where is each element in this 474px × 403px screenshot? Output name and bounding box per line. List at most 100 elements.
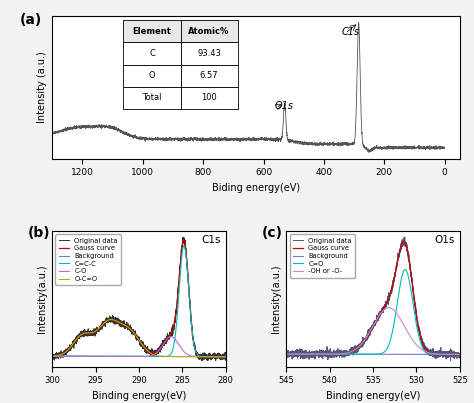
Gauss curve bbox=[49, 353, 55, 358]
C=C-C bbox=[223, 354, 228, 359]
Text: 93.43: 93.43 bbox=[197, 49, 221, 58]
Gauss curve bbox=[223, 354, 228, 359]
Bar bbox=[181, 21, 237, 42]
Original data bbox=[134, 338, 139, 343]
C-O bbox=[218, 354, 224, 359]
C=C-C bbox=[218, 354, 223, 359]
Text: (a): (a) bbox=[19, 13, 42, 27]
Original data bbox=[452, 352, 458, 357]
C=C-C bbox=[49, 354, 55, 359]
C-O bbox=[129, 354, 135, 359]
Original data bbox=[129, 332, 135, 337]
Gauss curve bbox=[218, 354, 223, 359]
Y-axis label: Intensity(a.u.): Intensity(a.u.) bbox=[36, 264, 46, 333]
Gauss curve bbox=[129, 328, 135, 333]
-OH or -O- bbox=[292, 352, 298, 357]
Bar bbox=[123, 42, 181, 64]
O-C=O bbox=[108, 317, 114, 322]
Line: C=C-C: C=C-C bbox=[52, 245, 226, 357]
O-C=O bbox=[49, 353, 55, 358]
Line: Background: Background bbox=[52, 356, 226, 357]
Text: O: O bbox=[149, 71, 155, 80]
Legend: Original data, Gauss curve, Background, C=O, -OH or -O-: Original data, Gauss curve, Background, … bbox=[290, 234, 355, 278]
Original data bbox=[223, 356, 228, 361]
Y-axis label: Intensity(a.u.): Intensity(a.u.) bbox=[271, 264, 281, 333]
Text: C1s: C1s bbox=[342, 27, 360, 37]
Gauss curve bbox=[368, 328, 374, 333]
Original data bbox=[363, 338, 369, 343]
Background bbox=[420, 352, 426, 357]
X-axis label: Binding energy(eV): Binding energy(eV) bbox=[91, 391, 186, 401]
X-axis label: Biding energy(eV): Biding energy(eV) bbox=[212, 183, 300, 193]
Original data bbox=[218, 355, 224, 359]
Original data bbox=[420, 341, 426, 346]
Original data bbox=[218, 357, 224, 362]
Background bbox=[452, 352, 457, 357]
C-O bbox=[186, 353, 191, 357]
Bar bbox=[181, 87, 237, 109]
Bar bbox=[123, 21, 181, 42]
Original data bbox=[448, 358, 454, 363]
Background bbox=[368, 352, 374, 357]
Gauss curve bbox=[401, 239, 407, 244]
Original data bbox=[213, 358, 219, 363]
Gauss curve bbox=[457, 352, 463, 357]
Text: 100: 100 bbox=[201, 93, 217, 102]
C=O bbox=[292, 352, 298, 357]
Gauss curve bbox=[363, 335, 369, 340]
Background bbox=[283, 352, 289, 357]
Background bbox=[186, 354, 191, 359]
Line: Gauss curve: Gauss curve bbox=[286, 242, 460, 355]
C=O bbox=[457, 352, 463, 357]
Original data bbox=[58, 352, 64, 357]
Original data bbox=[186, 285, 191, 290]
Gauss curve bbox=[452, 352, 458, 357]
C=O bbox=[452, 352, 458, 357]
Line: C=O: C=O bbox=[286, 270, 460, 355]
Original data bbox=[457, 354, 463, 359]
O-C=O bbox=[58, 352, 64, 357]
C-O bbox=[58, 354, 64, 359]
-OH or -O- bbox=[452, 352, 457, 357]
Line: Original data: Original data bbox=[286, 237, 460, 361]
Line: Gauss curve: Gauss curve bbox=[52, 240, 226, 357]
Gauss curve bbox=[218, 354, 224, 359]
Background bbox=[58, 354, 64, 359]
-OH or -O- bbox=[452, 352, 458, 357]
C=O bbox=[402, 267, 408, 272]
-OH or -O- bbox=[283, 352, 289, 357]
O-C=O bbox=[223, 354, 228, 359]
Background bbox=[457, 352, 463, 357]
O-C=O bbox=[129, 328, 135, 333]
O-C=O bbox=[218, 354, 224, 359]
Text: Element: Element bbox=[133, 27, 172, 36]
C=C-C bbox=[181, 243, 187, 248]
-OH or -O- bbox=[457, 352, 463, 357]
Bar bbox=[123, 64, 181, 87]
O-C=O bbox=[218, 354, 223, 359]
Text: O1s: O1s bbox=[275, 101, 294, 111]
Bar bbox=[123, 87, 181, 109]
Original data bbox=[452, 353, 458, 358]
Background bbox=[134, 354, 139, 359]
Background bbox=[129, 354, 135, 359]
Gauss curve bbox=[420, 342, 426, 347]
-OH or -O- bbox=[420, 348, 426, 353]
Text: Atomic%: Atomic% bbox=[188, 27, 230, 36]
C-O bbox=[49, 354, 55, 359]
Background bbox=[223, 354, 228, 359]
Gauss curve bbox=[181, 238, 187, 243]
O-C=O bbox=[134, 334, 139, 339]
Line: Original data: Original data bbox=[52, 237, 226, 361]
Gauss curve bbox=[283, 352, 289, 357]
C=C-C bbox=[129, 354, 135, 359]
Text: Total: Total bbox=[142, 93, 162, 102]
Bar bbox=[181, 64, 237, 87]
Background bbox=[452, 352, 457, 357]
Gauss curve bbox=[58, 352, 64, 357]
Line: -OH or -O-: -OH or -O- bbox=[286, 307, 460, 355]
Line: O-C=O: O-C=O bbox=[52, 320, 226, 357]
Original data bbox=[180, 235, 186, 239]
C=O bbox=[452, 352, 457, 357]
C-O bbox=[218, 354, 223, 359]
